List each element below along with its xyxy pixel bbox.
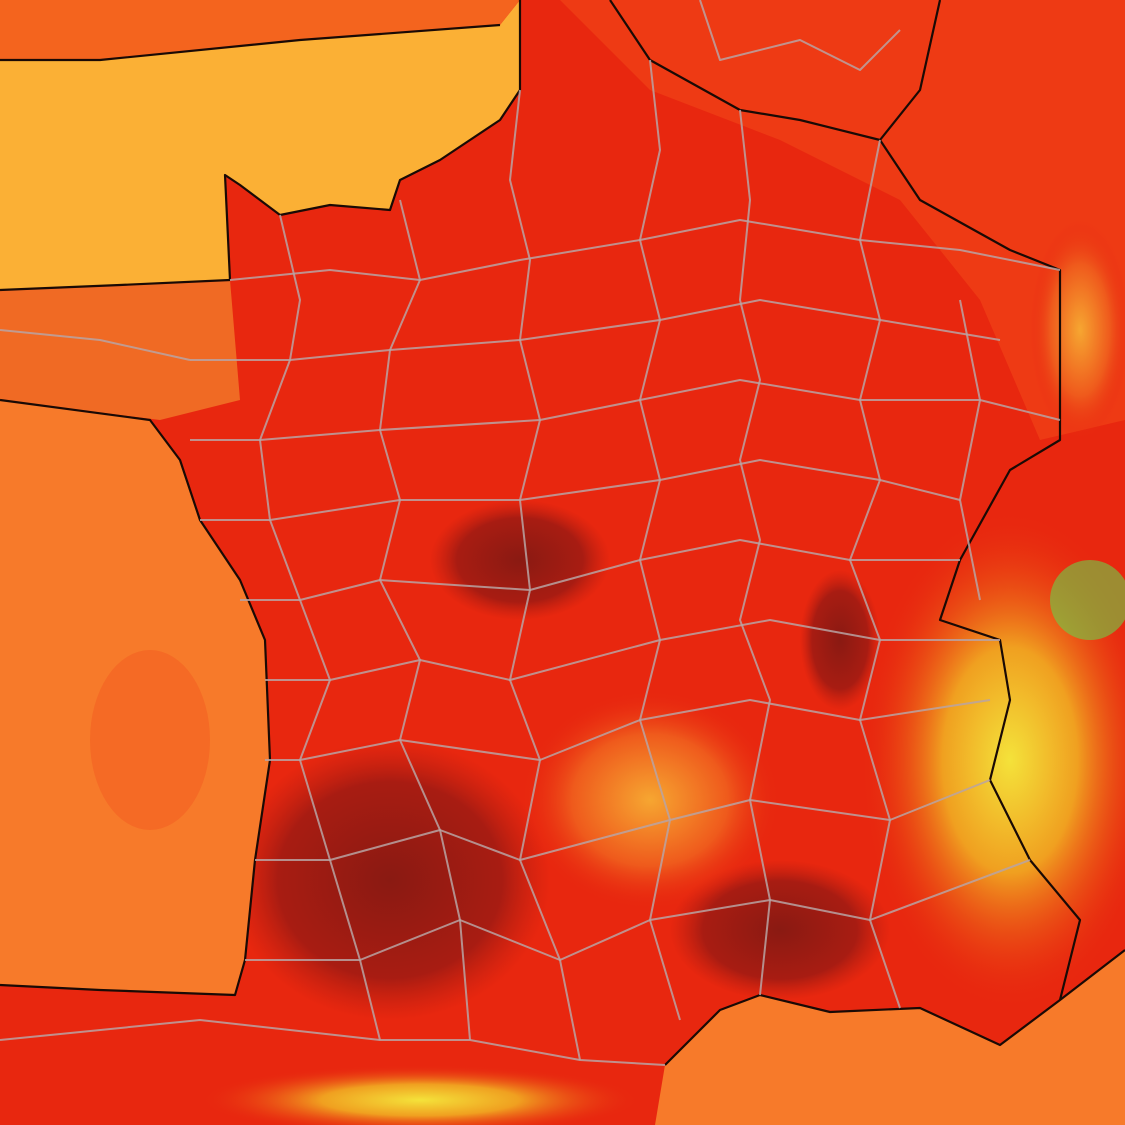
massif-central [520, 690, 780, 910]
pyrenees [200, 1065, 640, 1125]
border [879, 139, 1082, 1001]
hot-area [800, 570, 880, 710]
hot-area [670, 860, 890, 1000]
coastline [0, 23, 501, 62]
brittany [0, 280, 240, 420]
coastline [664, 949, 1125, 1066]
alps-peak [1050, 560, 1125, 640]
england [0, 0, 520, 60]
hot-area [430, 500, 610, 620]
black-forest [1030, 220, 1125, 440]
department-borders [0, 0, 1061, 1066]
land-north-east [560, 0, 1125, 440]
coastline [0, 278, 231, 292]
coastline [223, 0, 522, 281]
atlantic-patch [90, 650, 210, 830]
coastline [0, 398, 272, 997]
alps [860, 510, 1125, 1010]
hot-area [230, 740, 550, 1020]
mediterranean [655, 950, 1125, 1125]
english-channel [0, 0, 520, 290]
